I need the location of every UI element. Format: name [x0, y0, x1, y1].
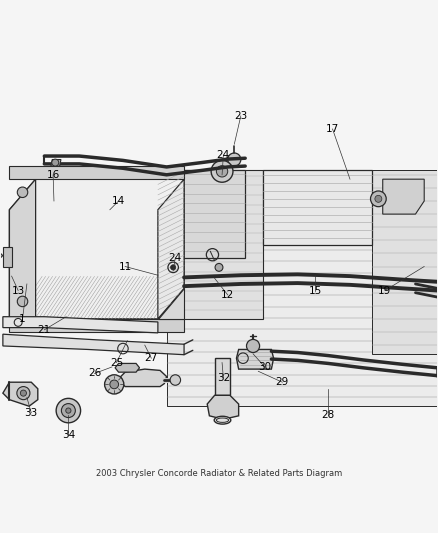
Polygon shape — [10, 166, 184, 179]
Polygon shape — [207, 395, 239, 419]
Text: 24: 24 — [217, 150, 230, 160]
Polygon shape — [383, 179, 424, 214]
Circle shape — [375, 195, 382, 203]
Text: 21: 21 — [38, 325, 51, 335]
Circle shape — [20, 390, 26, 396]
Text: 23: 23 — [234, 111, 247, 121]
Text: 32: 32 — [217, 373, 230, 383]
Circle shape — [371, 191, 386, 207]
Circle shape — [17, 386, 30, 400]
Polygon shape — [263, 171, 372, 245]
Polygon shape — [166, 171, 245, 258]
Polygon shape — [3, 317, 158, 333]
Polygon shape — [10, 179, 184, 319]
Text: 13: 13 — [11, 286, 25, 295]
Text: 1: 1 — [19, 314, 26, 324]
Text: 30: 30 — [258, 362, 272, 372]
Text: 33: 33 — [25, 408, 38, 418]
Polygon shape — [3, 247, 12, 266]
Polygon shape — [3, 334, 184, 354]
Text: 25: 25 — [110, 358, 123, 368]
Text: 14: 14 — [112, 196, 125, 206]
Circle shape — [170, 265, 176, 270]
Polygon shape — [115, 364, 140, 372]
Circle shape — [110, 380, 119, 389]
Circle shape — [17, 296, 28, 306]
Text: 17: 17 — [326, 124, 339, 134]
Polygon shape — [10, 319, 184, 332]
Polygon shape — [166, 171, 263, 319]
Circle shape — [52, 159, 59, 166]
Text: 34: 34 — [62, 430, 75, 440]
Text: 16: 16 — [46, 170, 60, 180]
Text: 12: 12 — [221, 290, 234, 300]
Circle shape — [216, 166, 228, 177]
Text: 29: 29 — [276, 377, 289, 387]
Polygon shape — [3, 382, 38, 406]
Polygon shape — [158, 179, 184, 319]
Polygon shape — [215, 358, 230, 395]
Ellipse shape — [214, 416, 231, 424]
Text: 24: 24 — [169, 253, 182, 263]
Polygon shape — [51, 159, 61, 166]
Polygon shape — [372, 171, 437, 354]
Polygon shape — [121, 369, 166, 386]
Text: 26: 26 — [88, 368, 101, 378]
Text: 28: 28 — [321, 410, 335, 420]
Circle shape — [66, 408, 71, 413]
Text: 15: 15 — [308, 286, 321, 295]
Text: 11: 11 — [119, 262, 132, 271]
Text: 19: 19 — [378, 286, 392, 295]
Text: 27: 27 — [145, 353, 158, 363]
Circle shape — [228, 153, 241, 166]
Circle shape — [170, 375, 180, 385]
Polygon shape — [237, 350, 274, 369]
Polygon shape — [1, 253, 3, 258]
Circle shape — [215, 263, 223, 271]
Polygon shape — [158, 288, 184, 319]
Circle shape — [211, 160, 233, 182]
Circle shape — [247, 340, 260, 352]
Circle shape — [61, 403, 75, 417]
Text: 2003 Chrysler Concorde Radiator & Related Parts Diagram: 2003 Chrysler Concorde Radiator & Relate… — [96, 470, 342, 479]
Circle shape — [17, 187, 28, 198]
Circle shape — [105, 375, 124, 394]
Polygon shape — [10, 179, 35, 319]
Polygon shape — [166, 171, 437, 406]
Circle shape — [56, 398, 81, 423]
